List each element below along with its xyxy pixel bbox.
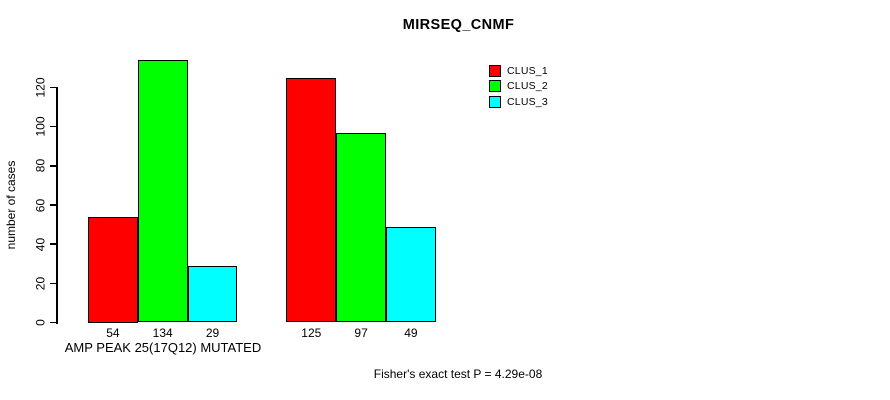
y-axis-label: number of cases	[4, 160, 18, 250]
bar-clus_1-group-1	[88, 216, 138, 323]
legend-item-clus_1: CLUS_1	[489, 65, 548, 77]
legend-label: CLUS_1	[507, 65, 548, 77]
y-tick-label: 120	[33, 77, 48, 98]
y-tick-label: 100	[33, 116, 48, 137]
bar-value-label: 125	[301, 326, 322, 340]
bar-value-label: 54	[106, 326, 120, 340]
y-tick-label: 80	[33, 159, 48, 173]
statistical-test-annotation: Fisher's exact test P = 4.29e-08	[373, 367, 543, 381]
bar-clus_3-group-2	[386, 226, 436, 323]
y-tick-mark	[49, 204, 58, 206]
bar-clus_2-group-1	[137, 60, 188, 323]
legend-swatch-clus_3	[489, 95, 501, 108]
y-tick-label: 0	[33, 319, 48, 326]
x-group-label: AMP PEAK 25(17Q12) MUTATED	[64, 340, 262, 355]
bar-clus_2-group-2	[336, 132, 386, 323]
legend-label: CLUS_2	[507, 80, 548, 93]
y-tick-mark	[49, 243, 58, 245]
legend-label: CLUS_3	[507, 95, 548, 108]
legend-item-clus_2: CLUS_2	[489, 80, 548, 93]
bar-value-label: 49	[404, 326, 418, 340]
bar-clus_3-group-1	[187, 265, 238, 323]
bar-value-label: 29	[205, 326, 220, 340]
y-tick-mark	[49, 86, 58, 89]
legend-swatch-clus_2	[489, 80, 501, 93]
legend: CLUS_1 CLUS_2 CLUS_3	[489, 65, 548, 108]
y-tick-mark	[49, 125, 58, 128]
chart-title: MIRSEQ_CNMF	[402, 17, 515, 33]
y-tick-mark	[49, 321, 58, 324]
bar-clus_1-group-2	[286, 77, 337, 323]
y-tick-mark	[49, 165, 58, 167]
bar-value-label: 97	[354, 326, 368, 340]
y-tick-label: 60	[33, 198, 48, 212]
legend-swatch-clus_1	[489, 65, 501, 77]
legend-item-clus_3: CLUS_3	[489, 95, 548, 108]
bar-value-label: 134	[152, 326, 173, 340]
y-tick-label: 20	[33, 276, 48, 291]
y-tick-label: 40	[33, 237, 48, 251]
y-tick-mark	[49, 282, 58, 285]
